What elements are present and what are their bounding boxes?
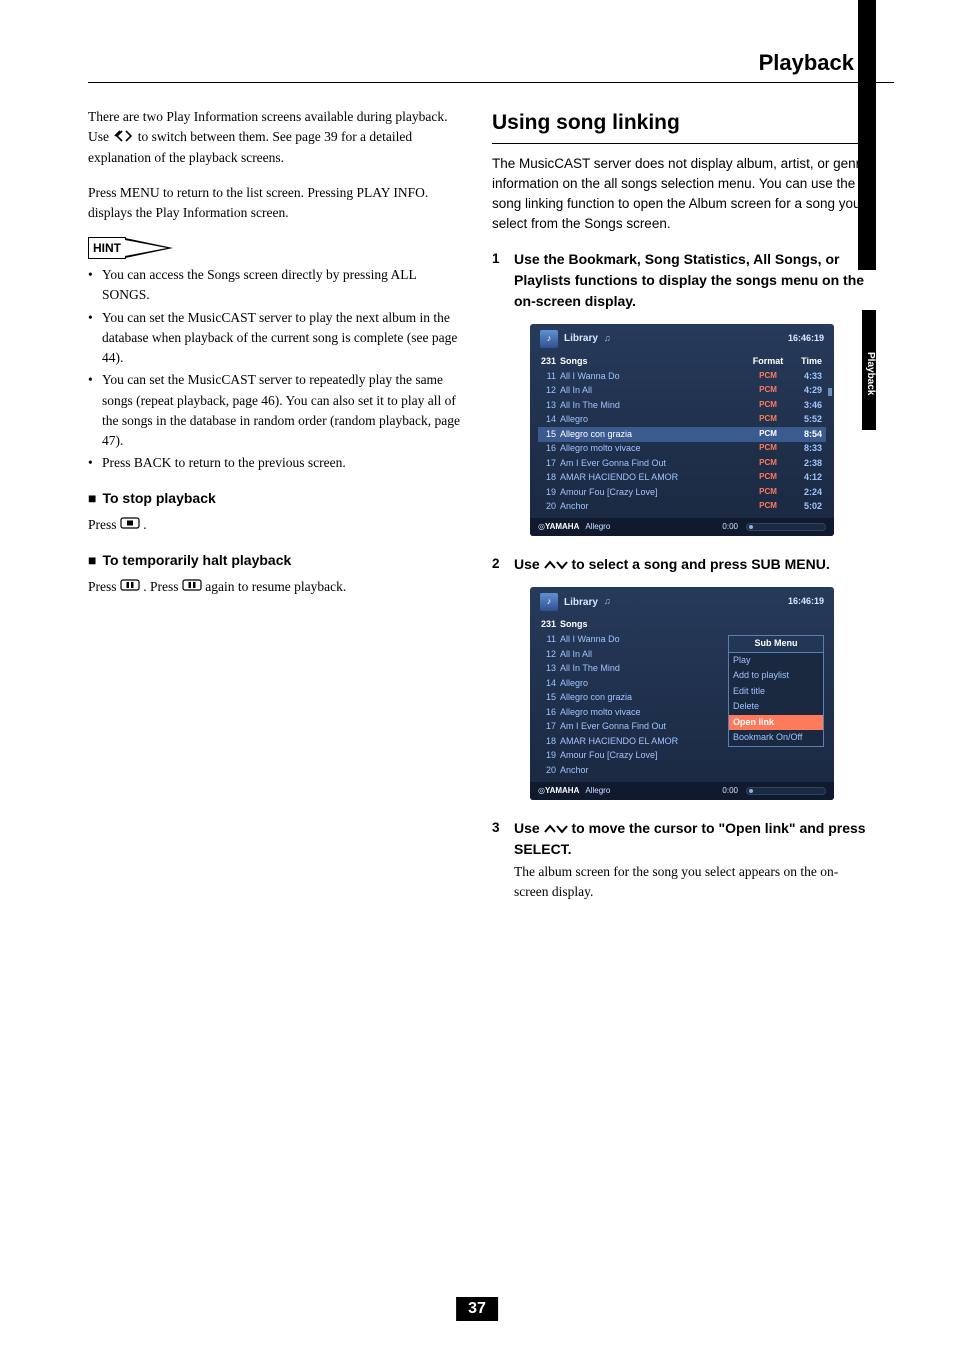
table-row: 15Allegro con graziaPCM8:54 bbox=[538, 427, 826, 442]
step-3-title: Use to move the cursor to "Open link" an… bbox=[514, 818, 872, 860]
footer-now-playing: Allegro bbox=[585, 521, 722, 533]
progress-bar bbox=[746, 523, 826, 531]
submenu-item: Edit title bbox=[729, 684, 823, 700]
music-notes-icon-2: ♫ bbox=[604, 595, 618, 609]
stop-text: Press . bbox=[88, 515, 466, 536]
step-3-desc: The album screen for the song you select… bbox=[514, 862, 872, 903]
table-row: 20AnchorPCM5:02 bbox=[538, 500, 826, 515]
up-down-icon bbox=[544, 556, 572, 572]
screen-clock: 16:46:19 bbox=[788, 332, 824, 346]
up-down-icon-2 bbox=[544, 820, 572, 836]
pause-heading: ■To temporarily halt playback bbox=[88, 550, 466, 571]
submenu-item: Open link bbox=[729, 715, 823, 731]
hint-label: HINT bbox=[88, 237, 126, 259]
screen-clock-2: 16:46:19 bbox=[788, 595, 824, 609]
screen-logo-icon: ♪ bbox=[540, 330, 558, 348]
p1-b: to switch between them. See page 39 for … bbox=[88, 129, 412, 165]
submenu-item: Bookmark On/Off bbox=[729, 730, 823, 746]
yamaha-logo-icon-2: ◎ bbox=[538, 785, 545, 797]
hint-2: You can set the MusicCAST server to play… bbox=[102, 308, 466, 369]
section-title: Using song linking bbox=[492, 107, 872, 139]
hint-1: You can access the Songs screen directly… bbox=[102, 265, 466, 306]
submenu-header: Sub Menu bbox=[729, 636, 823, 653]
stop-heading: ■To stop playback bbox=[88, 488, 466, 509]
table-row: 11All I Wanna DoPCM4:33 bbox=[538, 369, 826, 384]
table-row: 17Am I Ever Gonna Find OutPCM2:38 bbox=[538, 456, 826, 471]
left-column: There are two Play Information screens a… bbox=[88, 107, 466, 910]
step-2-title: Use to select a song and press SUB MENU. bbox=[514, 554, 872, 575]
table-row: 12All In AllPCM4:29 bbox=[538, 384, 826, 399]
hint-list: •You can access the Songs screen directl… bbox=[88, 265, 466, 474]
page-header: Playback bbox=[60, 50, 854, 76]
screen-footer-2: ◎ YAMAHA Allegro 0:00 bbox=[530, 782, 834, 800]
onscreen-songs-list: ♪ Library ♫ 16:46:19 231 Songs Format Ti… bbox=[530, 324, 834, 537]
submenu-item: Play bbox=[729, 653, 823, 669]
step-1: 1 Use the Bookmark, Song Statistics, All… bbox=[492, 249, 872, 312]
table-row: 14AllegroPCM5:52 bbox=[538, 413, 826, 428]
section-intro: The MusicCAST server does not display al… bbox=[492, 154, 872, 235]
footer-now-playing-2: Allegro bbox=[585, 785, 722, 797]
intro-para-2: Press MENU to return to the list screen.… bbox=[88, 183, 466, 224]
table-row: 19Amour Fou [Crazy Love] bbox=[538, 749, 826, 764]
step-2-num: 2 bbox=[492, 554, 514, 575]
screen-library-label: Library bbox=[564, 331, 598, 346]
yamaha-logo-icon: ◎ bbox=[538, 521, 545, 533]
stop-icon bbox=[120, 515, 140, 535]
table-row: 20Anchor bbox=[538, 763, 826, 778]
screen-footer: ◎ YAMAHA Allegro 0:00 bbox=[530, 518, 834, 536]
hint-arrow-icon bbox=[125, 238, 173, 258]
scroll-indicator-icon bbox=[828, 388, 832, 396]
footer-brand-2: YAMAHA bbox=[545, 785, 579, 797]
progress-bar-2 bbox=[746, 787, 826, 795]
table-row: 13All In The MindPCM3:46 bbox=[538, 398, 826, 413]
step-2: 2 Use to select a song and press SUB MEN… bbox=[492, 554, 872, 575]
onscreen-submenu: ♪ Library ♫ 16:46:19 231 Songs 11All I W… bbox=[530, 587, 834, 800]
header-rule bbox=[88, 82, 894, 83]
pause-text: Press . Press again to resume playback. bbox=[88, 577, 466, 598]
music-notes-icon: ♫ bbox=[604, 332, 618, 346]
screen-logo-icon-2: ♪ bbox=[540, 593, 558, 611]
pause-icon-2 bbox=[182, 577, 202, 597]
section-rule bbox=[492, 143, 872, 144]
footer-time: 0:00 bbox=[722, 521, 738, 533]
submenu-item: Add to playlist bbox=[729, 668, 823, 684]
hint-label-box: HINT bbox=[88, 237, 173, 259]
left-right-icon bbox=[112, 128, 134, 148]
step-3: 3 Use to move the cursor to "Open link" … bbox=[492, 818, 872, 903]
footer-brand: YAMAHA bbox=[545, 521, 579, 533]
table-header-2: 231 Songs bbox=[538, 617, 826, 633]
pause-icon bbox=[120, 577, 140, 597]
table-row: 18AMAR HACIENDO EL AMORPCM4:12 bbox=[538, 471, 826, 486]
right-column: Using song linking The MusicCAST server … bbox=[492, 107, 872, 910]
table-row: 16Allegro molto vivacePCM8:33 bbox=[538, 442, 826, 457]
table-header: 231 Songs Format Time bbox=[538, 354, 826, 370]
page-number: 37 bbox=[456, 1297, 498, 1321]
step-1-num: 1 bbox=[492, 249, 514, 312]
hint-4: Press BACK to return to the previous scr… bbox=[102, 453, 346, 473]
table-row: 19Amour Fou [Crazy Love]PCM2:24 bbox=[538, 485, 826, 500]
step-1-title: Use the Bookmark, Song Statistics, All S… bbox=[514, 249, 872, 312]
submenu-panel: Sub Menu PlayAdd to playlistEdit titleDe… bbox=[728, 635, 824, 747]
screen-library-label-2: Library bbox=[564, 595, 598, 610]
hint-3: You can set the MusicCAST server to repe… bbox=[102, 370, 466, 451]
footer-time-2: 0:00 bbox=[722, 785, 738, 797]
step-3-num: 3 bbox=[492, 818, 514, 903]
submenu-item: Delete bbox=[729, 699, 823, 715]
intro-para-1: There are two Play Information screens a… bbox=[88, 107, 466, 169]
